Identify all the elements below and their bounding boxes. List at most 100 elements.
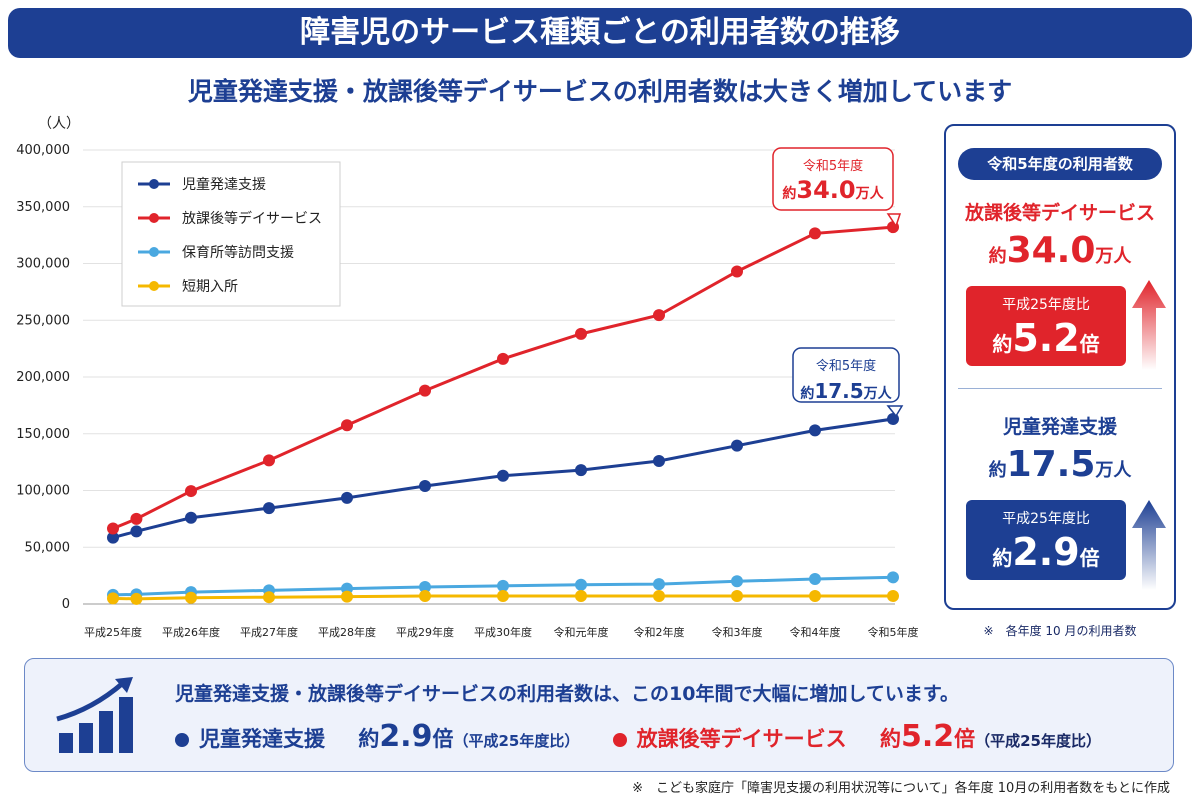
data-point [575, 327, 587, 340]
data-point [575, 590, 587, 603]
growth-chart-icon [56, 677, 133, 753]
y-tick-label: 150,000 [16, 427, 70, 442]
data-point [497, 590, 509, 603]
data-point [809, 590, 821, 603]
data-point [419, 479, 431, 492]
data-point [341, 419, 353, 432]
x-tick-label: 令和2年度 [634, 625, 685, 639]
data-point [130, 525, 143, 538]
series-line-1 [112, 225, 894, 530]
data-point [653, 590, 665, 603]
up-arrow-icon [1132, 500, 1166, 590]
callout-tail [886, 213, 902, 228]
callout-value: 約17.5万人 [800, 379, 892, 403]
summary-header: 令和5年度の利用者数 [958, 148, 1162, 180]
data-point [809, 424, 821, 437]
data-point [731, 439, 743, 452]
legend-marker [149, 281, 159, 291]
up-arrow-icon [1132, 280, 1166, 370]
page-subtitle: 児童発達支援・放課後等デイサービスの利用者数は大きく増加しています [187, 77, 1013, 106]
x-tick-label: 平成29年度 [396, 625, 454, 639]
data-point [419, 590, 431, 603]
data-point [107, 531, 119, 544]
x-tick-label: 平成30年度 [474, 625, 532, 639]
data-point [887, 590, 899, 603]
summary-service1-name: 放課後等デイサービス [964, 202, 1155, 224]
callout-tail [886, 405, 904, 418]
callout-value: 約34.0万人 [782, 176, 884, 204]
data-point [575, 464, 587, 477]
callout-year: 令和5年度 [816, 358, 876, 374]
summary-service1-value: 約34.0万人 [988, 230, 1132, 271]
summary-panel: 令和5年度の利用者数 放課後等デイサービス 約34.0万人 平成25年度比 約5… [944, 124, 1176, 610]
y-tick-label: 50,000 [25, 540, 71, 555]
legend-label: 保育所等訪問支援 [182, 244, 294, 261]
data-point [130, 592, 143, 605]
data-point [653, 578, 665, 591]
summary-note: ※ 各年度 10 月の利用者数 [983, 624, 1137, 638]
callout-box [792, 347, 900, 403]
y-tick-label: 300,000 [16, 257, 70, 272]
callout-box [772, 147, 894, 211]
data-point [341, 491, 353, 504]
data-point [887, 571, 899, 584]
conclusion-items: 児童発達支援 約2.9倍（平成25年度比） 放課後等デイサービス 約5.2倍（平… [175, 719, 1101, 754]
y-tick-label: 350,000 [16, 200, 70, 215]
data-point [185, 485, 197, 498]
data-point [107, 592, 119, 605]
y-tick-label: 100,000 [16, 484, 70, 499]
data-point [497, 469, 509, 482]
data-point [497, 579, 509, 592]
x-tick-label: 平成28年度 [318, 625, 376, 639]
legend-marker [149, 213, 159, 223]
legend-marker [149, 247, 159, 257]
y-tick-label: 200,000 [16, 370, 70, 385]
y-tick-label: 0 [62, 597, 70, 612]
y-tick-label: 400,000 [16, 143, 70, 158]
data-point [185, 511, 197, 524]
x-tick-label: 令和4年度 [790, 625, 841, 639]
data-point [653, 309, 665, 322]
summary-service1-ratio: 平成25年度比 約5.2倍 [966, 286, 1126, 366]
x-tick-label: 令和元年度 [554, 625, 609, 639]
data-point [809, 227, 821, 240]
callout-year: 令和5年度 [803, 158, 863, 174]
series-line-3 [112, 594, 893, 601]
y-axis-unit: （人） [38, 116, 80, 132]
source-footnote: ※ こども家庭庁「障害児支援の利用状況等について」各年度 10月の利用者数をもと… [632, 781, 1170, 796]
x-tick-label: 令和3年度 [712, 625, 763, 639]
summary-divider [958, 388, 1162, 389]
x-tick-label: 平成25年度 [84, 625, 142, 639]
data-point [185, 591, 197, 604]
data-point [107, 522, 119, 535]
data-point [263, 502, 275, 515]
conclusion-item-2: 放課後等デイサービス 約5.2倍（平成25年度比） [612, 719, 1101, 754]
conclusion-text: 児童発達支援・放課後等デイサービスの利用者数は、この10年間で大幅に増加していま… [175, 683, 959, 705]
conclusion-item-1: 児童発達支援 約2.9倍（平成25年度比） [175, 719, 587, 754]
summary-service2-value: 約17.5万人 [988, 444, 1132, 485]
series-line-2 [112, 575, 894, 597]
summary-service2-name: 児童発達支援 [1002, 416, 1117, 438]
data-point [341, 590, 353, 603]
y-tick-label: 250,000 [16, 313, 70, 328]
data-point [731, 575, 743, 588]
legend-label: 短期入所 [182, 279, 238, 295]
legend-marker [149, 179, 159, 189]
legend-label: 児童発達支援 [182, 176, 266, 193]
line-chart: 0 50,000 100,000 150,000 200,000 250,000 300,0… [16, 116, 919, 639]
data-point [653, 454, 665, 467]
x-tick-label: 令和5年度 [868, 625, 919, 639]
series-line-0 [112, 417, 894, 540]
data-point [809, 573, 821, 586]
data-point [575, 578, 587, 591]
legend-label: 放課後等デイサービス [182, 210, 322, 227]
x-tick-label: 平成27年度 [240, 625, 298, 639]
data-point [731, 590, 743, 603]
data-point [419, 580, 431, 593]
data-point [419, 384, 431, 397]
data-point [263, 591, 275, 604]
page-title: 障害児のサービス種類ごとの利用者数の推移 [8, 8, 1192, 58]
data-point [263, 454, 275, 467]
data-point [130, 512, 143, 525]
data-point [497, 352, 509, 365]
